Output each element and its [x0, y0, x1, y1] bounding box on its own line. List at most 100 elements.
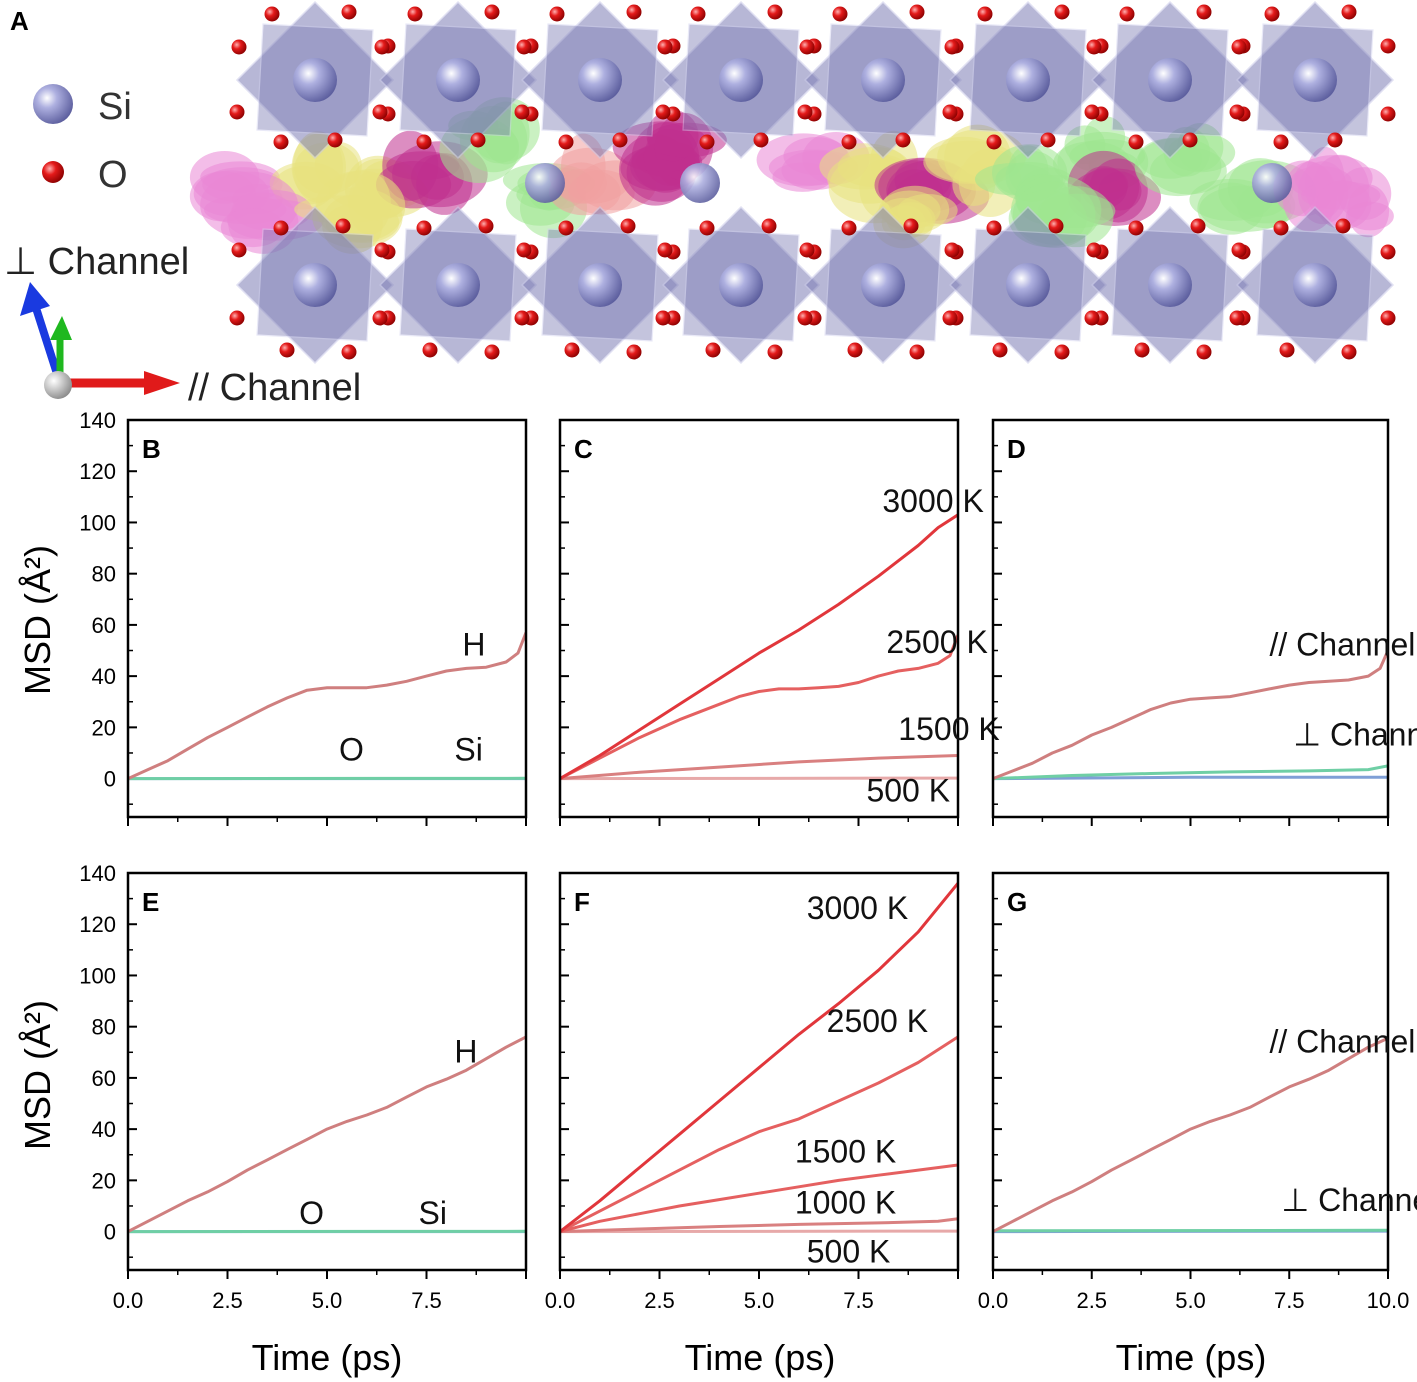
- panel-g: 0.0 2.5 5.0 7.5 10.0 G // Channel ⊥ Channel: [978, 871, 1417, 1313]
- series-line: [993, 775, 1388, 781]
- series-annotation: 500 K: [866, 773, 950, 809]
- x-tick-label: 10.0: [1367, 1288, 1410, 1313]
- series-annotation: Si: [454, 732, 482, 768]
- series-annotation: 1500 K: [795, 1133, 896, 1169]
- msd-charts: 0 20 40 60 80 100 120 140 B H O Si C 3000 K 2500 K 1500…: [79, 408, 1417, 1313]
- series-annotation: Si: [419, 1195, 447, 1231]
- y-tick-label: 120: [79, 459, 116, 484]
- y-tick-label: 40: [92, 1117, 116, 1142]
- panel-b: 0 20 40 60 80 100 120 140 B H O Si: [79, 408, 528, 826]
- series-annotation: 500 K: [807, 1233, 891, 1269]
- series-annotation: 1000 K: [795, 1185, 896, 1221]
- panel-a-structure: A Si O ⊥ Channel // Channel: [4, 0, 1396, 409]
- par-channel-axis-label: // Channel: [188, 367, 361, 409]
- x-axis-label-e: Time (ps): [252, 1337, 403, 1378]
- panel-a-letter: A: [10, 6, 29, 36]
- x-axis-label-g: Time (ps): [1116, 1337, 1267, 1378]
- series-group: [993, 1036, 1388, 1234]
- panel-c: C 3000 K 2500 K 1500 K 500 K: [558, 418, 1000, 826]
- axis-ticks: [992, 872, 1389, 1279]
- o-legend-icon: [42, 161, 64, 183]
- y-tick-label: 80: [92, 1015, 116, 1040]
- o-legend-label: O: [98, 154, 128, 196]
- series-line: [560, 1163, 958, 1234]
- y-tick-label: 20: [92, 715, 116, 740]
- series-annotation: O: [299, 1195, 324, 1231]
- h-trajectory-clouds: [189, 97, 1394, 254]
- series-line: [560, 754, 958, 781]
- panel-letter: C: [574, 434, 593, 464]
- series-group: [560, 882, 958, 1234]
- x-tick-label: 5.0: [312, 1288, 343, 1313]
- x-tick-label: 2.5: [644, 1288, 675, 1313]
- series-line: [560, 634, 958, 780]
- plot-frame: [126, 418, 528, 819]
- x-tick-label: 0.0: [978, 1288, 1009, 1313]
- si-atoms: [293, 58, 1337, 307]
- series-annotation: 2500 K: [886, 624, 987, 660]
- series-group: [128, 632, 526, 781]
- plot-frame: [558, 871, 960, 1272]
- y-tick-label: 80: [92, 562, 116, 587]
- series-line: [560, 1035, 958, 1233]
- si-legend-label: Si: [98, 86, 132, 128]
- y-tick-label: 100: [79, 510, 116, 535]
- plot-frame: [991, 871, 1390, 1272]
- sio-octahedra: [235, 0, 1395, 365]
- series-annotation: 1500 K: [898, 711, 999, 747]
- y-axis-label-top: MSD (Å²): [17, 545, 58, 695]
- series-annotation: // Channel: [1270, 1023, 1416, 1059]
- y-tick-label: 140: [79, 861, 116, 886]
- panel-letter: F: [574, 887, 590, 917]
- panel-letter: E: [142, 887, 159, 917]
- y-tick-label: 40: [92, 664, 116, 689]
- x-tick-label: 7.5: [1274, 1288, 1305, 1313]
- x-tick-label: 0.0: [113, 1288, 144, 1313]
- y-tick-label: 0: [104, 767, 116, 792]
- panel-f: 0.0 2.5 5.0 7.5 F 3000 K 2500 K 1500 K 1000 K 500…: [545, 871, 960, 1313]
- crystal-structure-illustration: [189, 0, 1396, 365]
- y-tick-label: 0: [104, 1220, 116, 1245]
- perp-channel-axis-label: ⊥ Channel: [4, 241, 189, 283]
- panel-letter: D: [1007, 434, 1026, 464]
- axis-ticks: [992, 419, 1389, 826]
- series-line: [128, 632, 526, 780]
- x-tick-label: 2.5: [1076, 1288, 1107, 1313]
- y-tick-label: 140: [79, 408, 116, 433]
- series-annotation: 3000 K: [807, 890, 908, 926]
- x-axis-label-f: Time (ps): [685, 1337, 836, 1378]
- x-tick-label: 5.0: [744, 1288, 775, 1313]
- y-tick-label: 120: [79, 912, 116, 937]
- y-tick-label: 60: [92, 613, 116, 638]
- plot-frame: [126, 871, 528, 1272]
- axis-triad-icon: [20, 282, 180, 399]
- series-line: [993, 649, 1388, 780]
- series-group: [128, 1035, 526, 1234]
- series-annotation: O: [339, 732, 364, 768]
- y-tick-label: 20: [92, 1168, 116, 1193]
- series-line: [993, 1036, 1388, 1233]
- o-atoms: [229, 4, 1396, 360]
- series-line: [560, 1217, 958, 1234]
- series-annotation: ⊥ Channel: [1293, 716, 1417, 752]
- x-tick-label: 7.5: [843, 1288, 874, 1313]
- plot-frame: [558, 418, 960, 819]
- series-annotation: 2500 K: [827, 1003, 928, 1039]
- series-group: [560, 513, 958, 781]
- panel-letter: G: [1007, 887, 1027, 917]
- x-tick-label: 0.0: [545, 1288, 576, 1313]
- series-line: [993, 764, 1388, 781]
- axis-ticks: [127, 872, 527, 1279]
- y-tick-label: 60: [92, 1066, 116, 1091]
- y-tick-label: 100: [79, 963, 116, 988]
- x-tick-label: 7.5: [411, 1288, 442, 1313]
- x-tick-label: 5.0: [1175, 1288, 1206, 1313]
- plot-frame: [991, 418, 1390, 819]
- panel-d: D // Channel ⊥ Channel: [991, 418, 1417, 826]
- series-line: [560, 776, 958, 781]
- series-annotation: 3000 K: [882, 483, 983, 519]
- series-line: [560, 882, 958, 1233]
- series-annotation: H: [454, 1034, 477, 1070]
- panel-letter: B: [142, 434, 161, 464]
